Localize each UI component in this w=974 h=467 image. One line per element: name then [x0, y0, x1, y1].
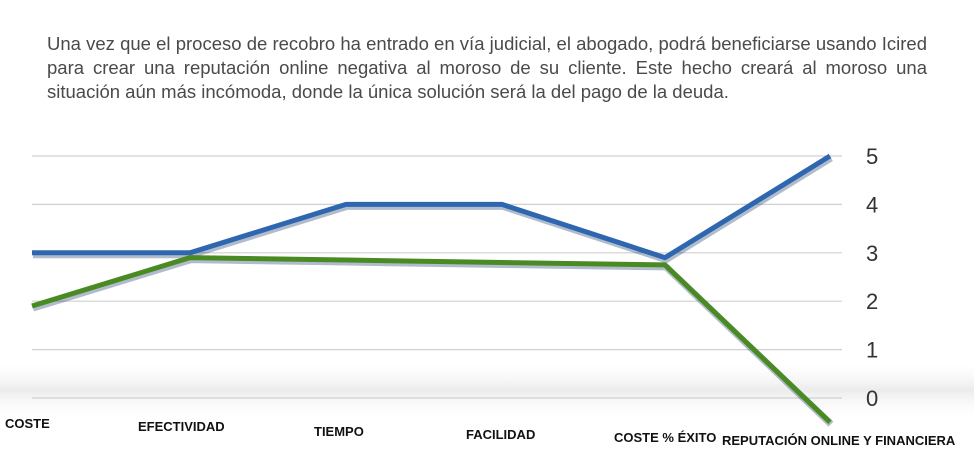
y-tick-label: 3 [866, 241, 878, 266]
x-tick-label: FACILIDAD [466, 427, 535, 442]
series-line-1 [32, 153, 832, 261]
series-line-shadow [33, 155, 833, 264]
y-tick-label: 5 [866, 144, 878, 169]
series-lines [31, 153, 834, 427]
x-tick-label: REPUTACIÓN ONLINE Y FINANCIERA [722, 433, 956, 448]
y-tick-label: 0 [866, 386, 878, 411]
y-tick-label: 4 [866, 192, 878, 217]
x-tick-label: COSTE % ÉXITO [614, 430, 716, 445]
series-line-2 [31, 255, 832, 425]
x-tick-label: COSTE [5, 416, 50, 431]
x-tick-label: TIEMPO [314, 424, 364, 439]
x-axis: COSTE EFECTIVIDAD TIEMPO FACILIDAD COSTE % É… [5, 416, 956, 448]
floor-reflection [0, 360, 974, 420]
intro-paragraph: Una vez que el proceso de recobro ha ent… [47, 33, 927, 102]
y-tick-label: 2 [866, 289, 878, 314]
y-tick-label: 1 [866, 338, 878, 363]
y-axis: 0 1 2 3 4 5 [866, 144, 878, 411]
gridlines [32, 155, 842, 399]
x-tick-label: EFECTIVIDAD [138, 419, 225, 434]
